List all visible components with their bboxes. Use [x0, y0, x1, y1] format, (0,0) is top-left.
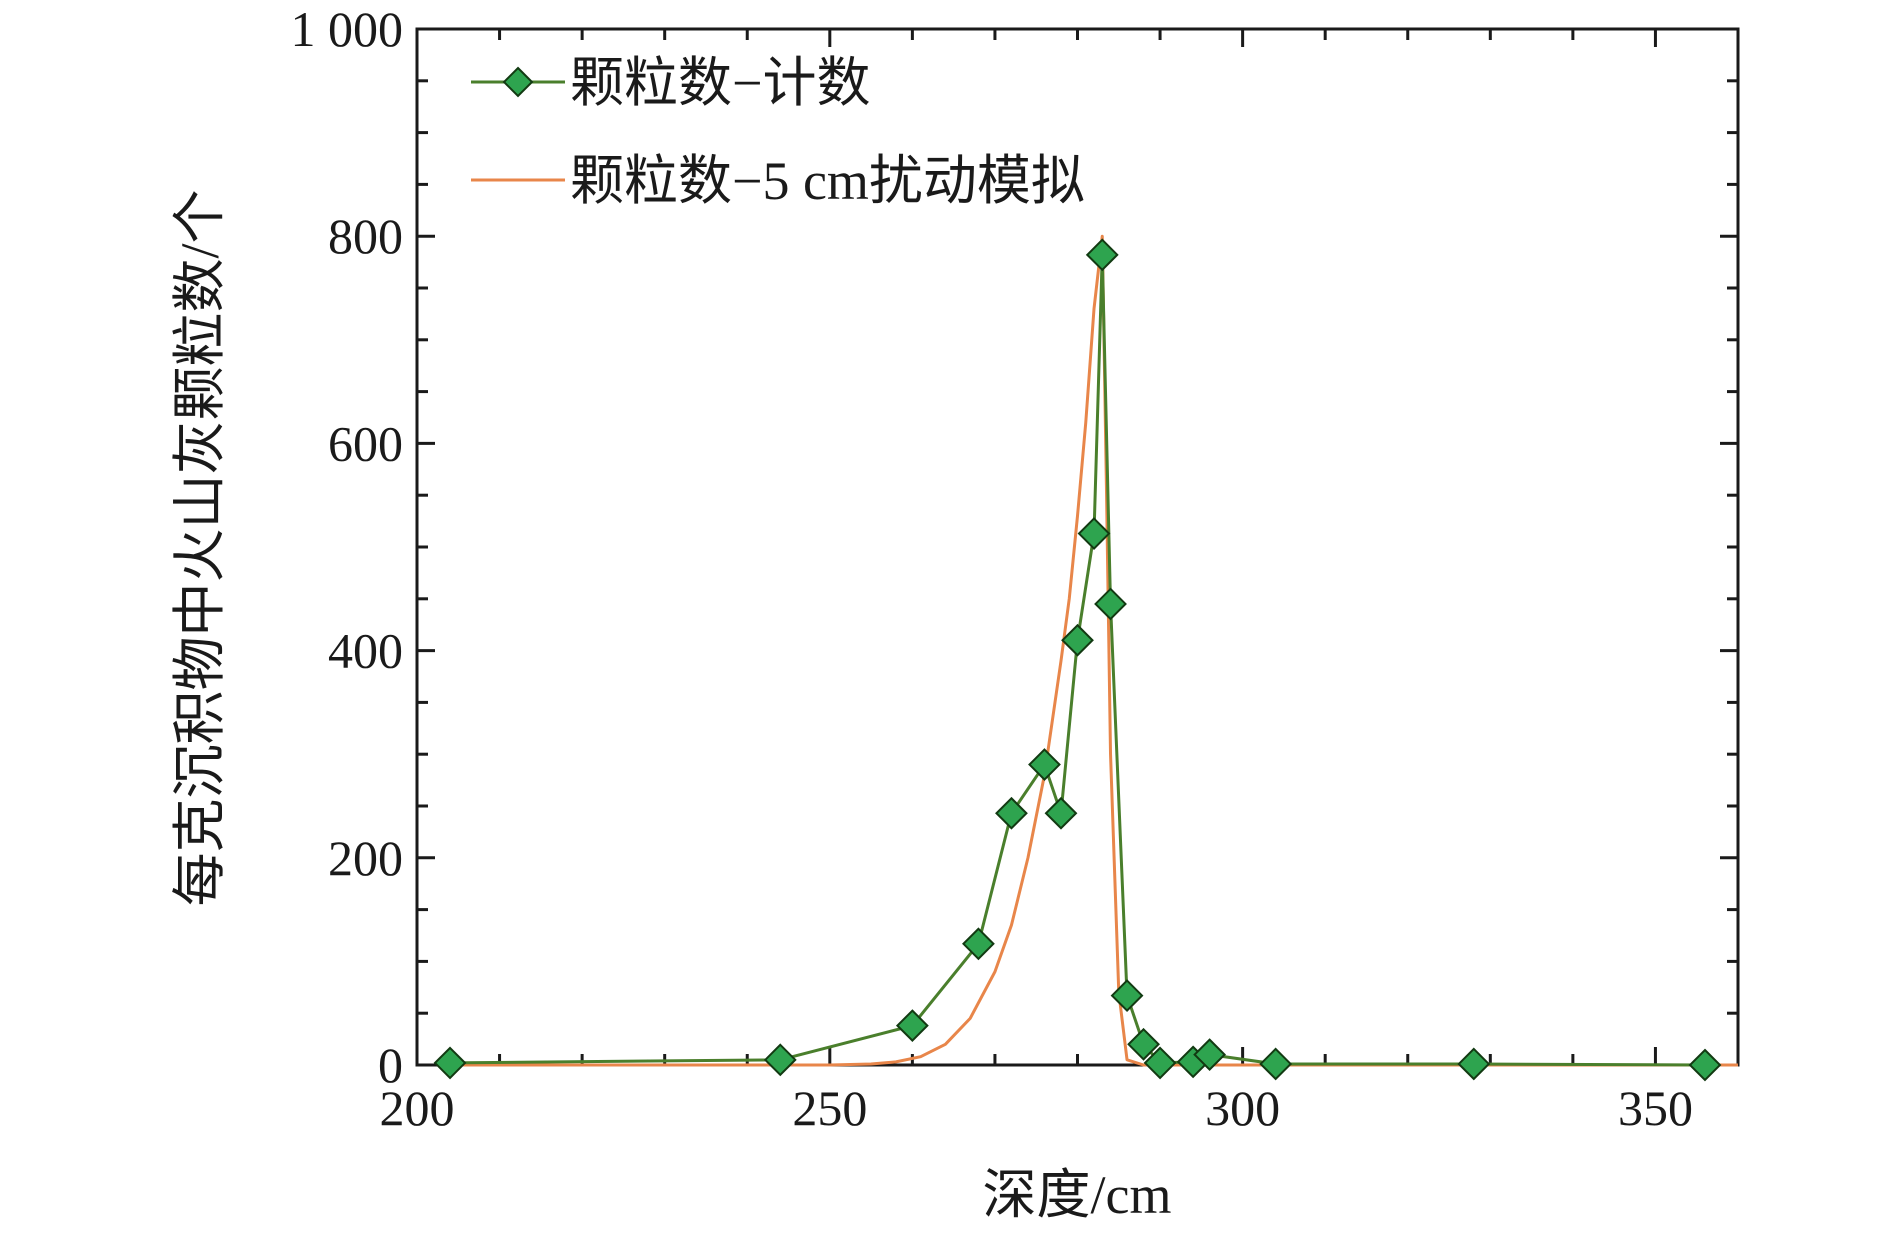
series-layer [433, 234, 1738, 1082]
count-data-point [1457, 1047, 1491, 1081]
x-axis-ticks: 200 250 300 350 [380, 29, 1693, 1136]
x-axis-title: 深度/cm [983, 1165, 1172, 1225]
x-tick-label: 200 [380, 1080, 455, 1136]
count-data-point [962, 927, 995, 961]
count-data-point [1127, 1027, 1160, 1061]
count-data-point [433, 1046, 467, 1080]
count-data-point [1110, 979, 1144, 1013]
count-data-point [1044, 796, 1078, 830]
legend: 颗粒数−计数 颗粒数−5 cm扰动模拟 [471, 53, 1085, 211]
count-series-line [450, 253, 1705, 1067]
y-tick-label: 0 [378, 1037, 403, 1093]
y-tick-label: 600 [328, 415, 403, 471]
simulation-series-line [450, 234, 1738, 1067]
x-tick-label: 300 [1205, 1080, 1280, 1136]
legend-marker-count [502, 66, 534, 98]
y-axis-ticks: 0 200 400 600 800 1 000 [291, 1, 1738, 1093]
y-axis-title: 每克沉积物中火山灰颗粒数/个 [170, 189, 230, 906]
legend-label-sim: 颗粒数−5 cm扰动模拟 [570, 151, 1085, 211]
count-data-point [1193, 1038, 1227, 1072]
count-data-point [1688, 1048, 1722, 1082]
y-tick-label: 200 [328, 830, 403, 886]
y-tick-label: 400 [328, 623, 403, 679]
y-tick-label: 1 000 [291, 1, 404, 57]
x-tick-label: 250 [792, 1080, 867, 1136]
count-data-point [763, 1043, 797, 1077]
count-data-point [995, 796, 1028, 830]
count-data-point [1143, 1046, 1177, 1080]
count-data-point [1061, 623, 1094, 657]
count-data-point [1077, 517, 1111, 550]
count-data-point [1028, 748, 1061, 781]
y-tick-label: 800 [328, 208, 403, 264]
count-data-point [1259, 1047, 1293, 1081]
count-data-point [1085, 238, 1119, 272]
x-tick-label: 350 [1618, 1080, 1693, 1136]
count-data-point [1094, 587, 1127, 621]
count-data-point [895, 1009, 929, 1043]
legend-label-count: 颗粒数−计数 [570, 53, 870, 113]
